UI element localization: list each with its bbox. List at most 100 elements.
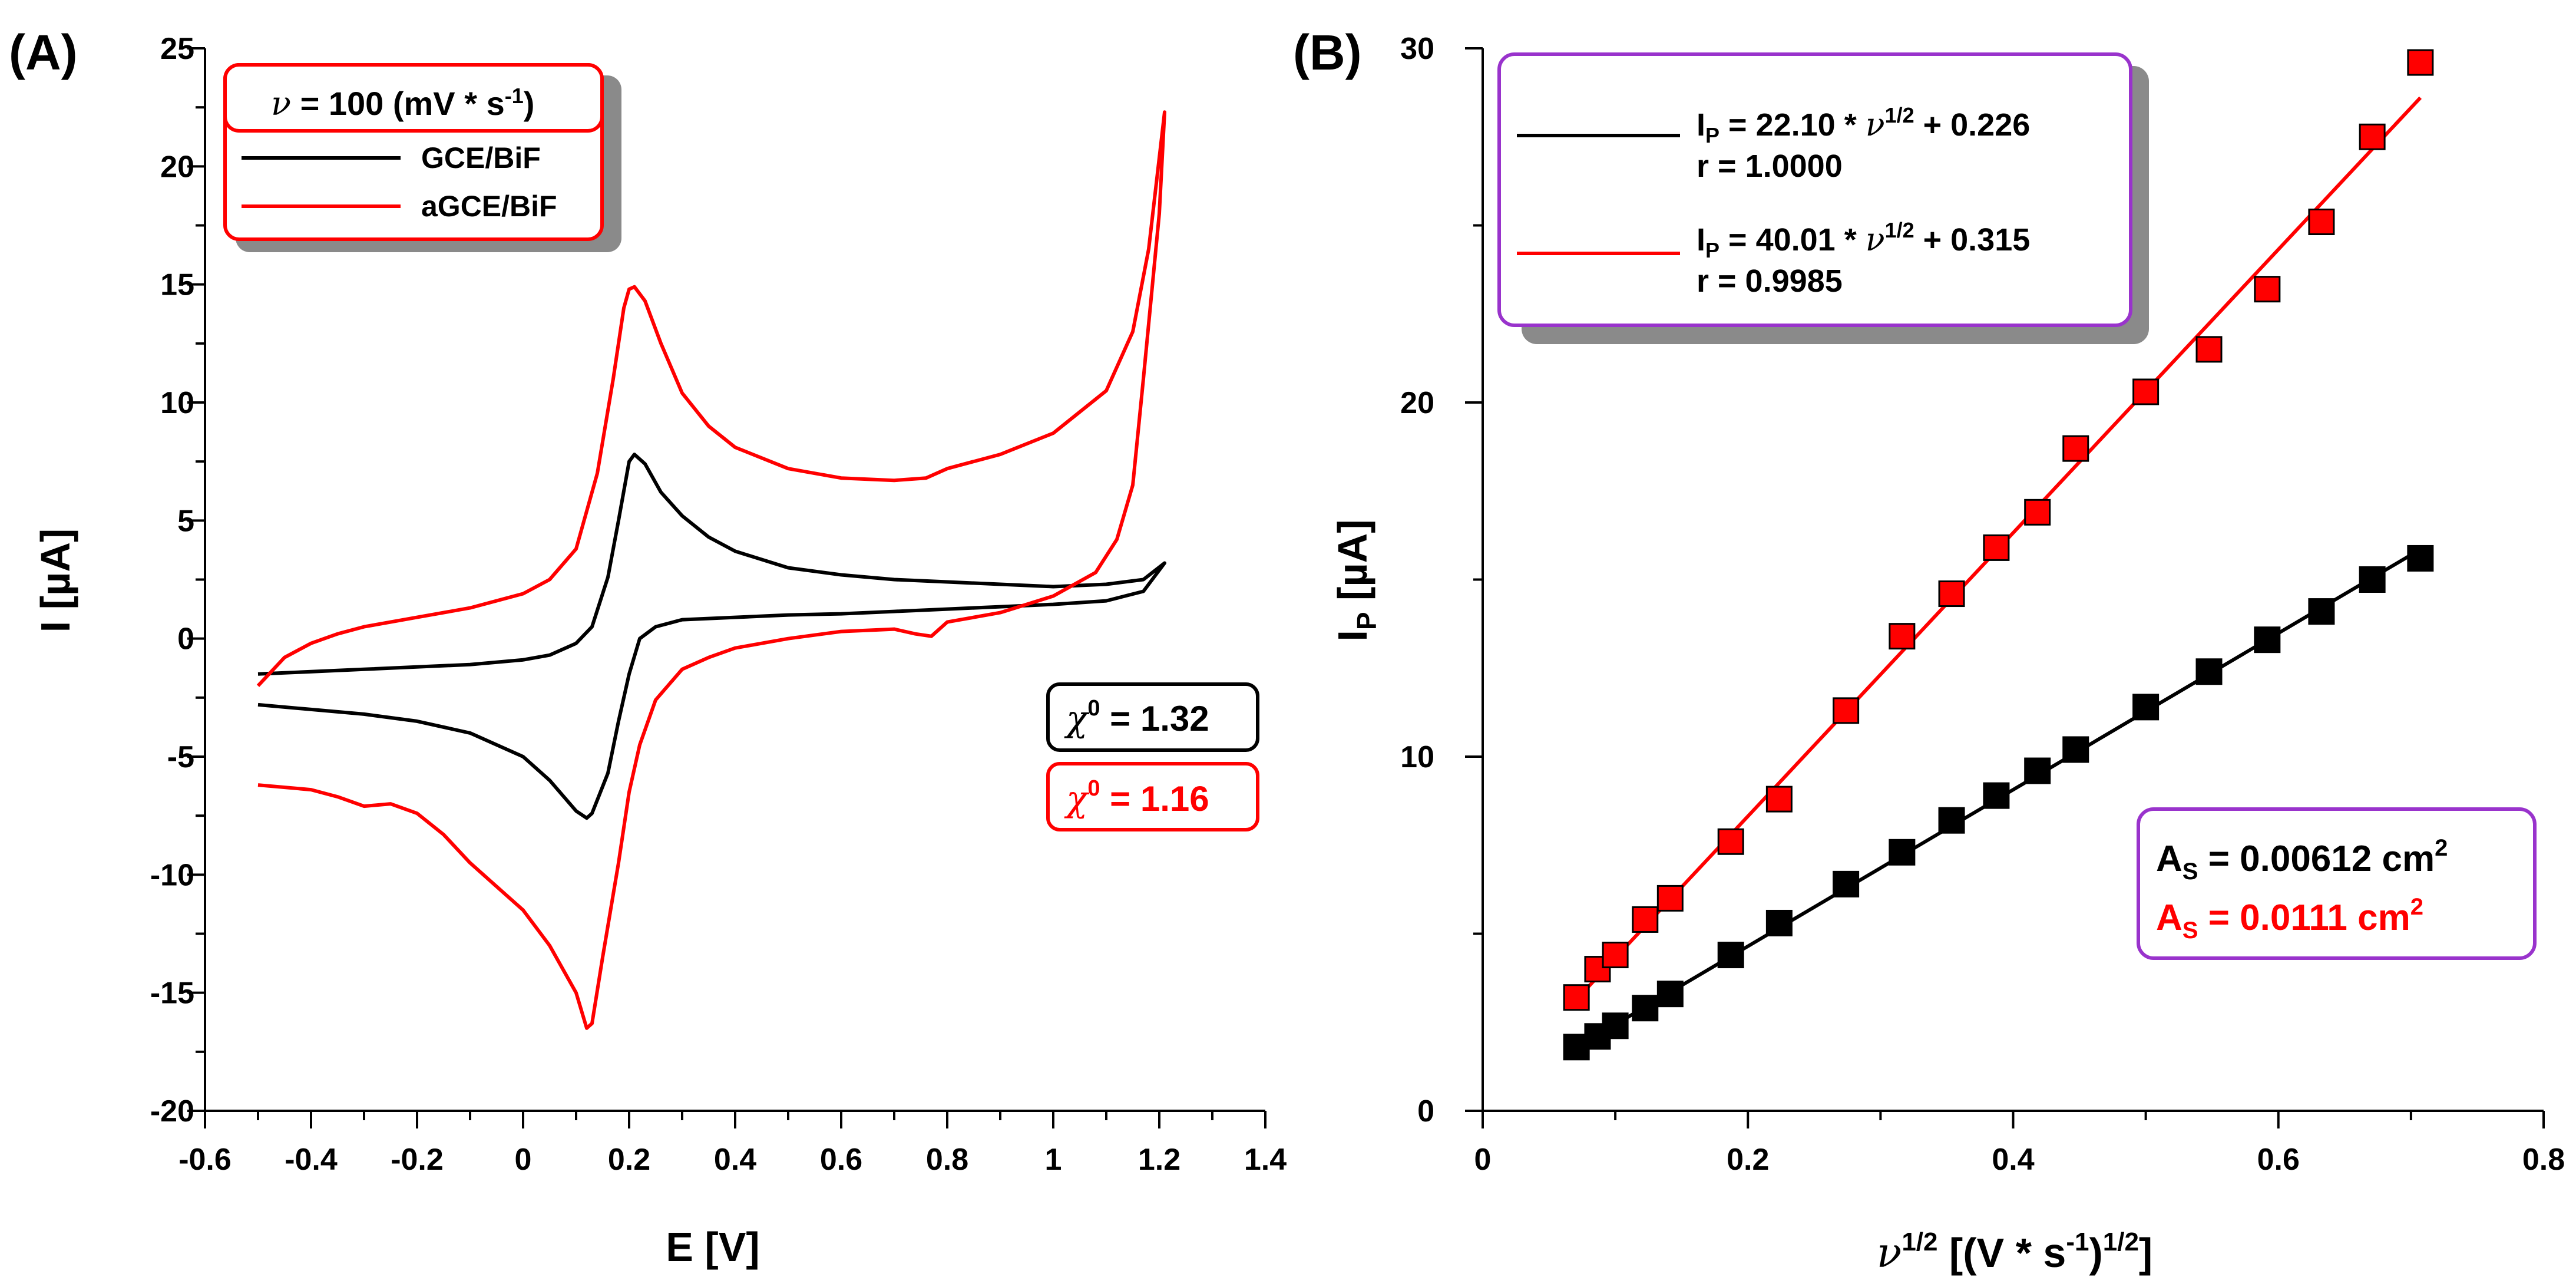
data-point	[1833, 697, 1860, 724]
eq-main: I	[1697, 222, 1705, 258]
legend-title: ν = 100 (mV * s-1)	[271, 84, 534, 123]
y-tick-label: 0	[1417, 1094, 1434, 1128]
panel-a-y-label: I [µA]	[32, 529, 78, 632]
chi-value: = 1.16	[1100, 779, 1209, 819]
x-sup2: -1	[2066, 1227, 2089, 1256]
y-tick-label: 20	[1400, 386, 1434, 420]
area-box	[2137, 807, 2537, 960]
area-text-agce: AS = 0.0111 cm2	[2156, 894, 2423, 943]
x-tick-label: 0	[515, 1143, 532, 1177]
chi-symbol: χ	[1064, 698, 1090, 740]
chi-annotation-red: χ0 = 1.16	[1046, 762, 1259, 831]
data-point	[1563, 984, 1590, 1011]
y-tick-label: 10	[1400, 740, 1434, 774]
data-point	[2308, 208, 2335, 235]
data-point	[1602, 1012, 1629, 1040]
legend-eq-gce: IP = 22.10 * ν1/2 + 0.226	[1697, 103, 2030, 147]
data-point	[2195, 658, 2223, 685]
area-text-gce: AS = 0.00612 cm2	[2156, 835, 2448, 885]
data-point	[1938, 807, 1965, 834]
legend-title-text: = 100 (mV * s	[291, 85, 505, 122]
legend-label-gce: GCE/BiF	[421, 141, 541, 174]
chi-sup: 0	[1087, 696, 1100, 721]
panel-a: (A) -0.6 -0.4 -0.2 0 0.2 0.4 0.6 0.8 1 1.2 1.4 -20 -…	[9, 25, 1287, 1270]
x-tick-label: 0.6	[820, 1143, 862, 1177]
legend-box	[1497, 52, 2132, 327]
data-point	[2407, 544, 2434, 572]
data-point	[2359, 566, 2386, 593]
area-sup: 2	[2435, 835, 2448, 861]
x-text: [(V * s	[1937, 1230, 2066, 1276]
legend-label-agce: aGCE/BiF	[421, 190, 557, 223]
panel-b-x-label: ν1/2 [(V * s-1)1/2]	[1877, 1227, 2152, 1277]
eq-end: + 0.315	[1914, 222, 2031, 258]
eq-mid: = 40.01 *	[1719, 222, 1866, 258]
panel-a-tick-labels: -0.6 -0.4 -0.2 0 0.2 0.4 0.6 0.8 1 1.2 1.4-20-15-1…	[150, 32, 1287, 1177]
x-tick-label: 0.8	[926, 1143, 968, 1177]
panel-a-curves	[256, 110, 1166, 1030]
panel-a-legend: ν = 100 (mV * s-1) GCE/BiF aGCE/BiF	[223, 63, 621, 252]
data-point	[1983, 782, 2010, 809]
legend-eq-agce: IP = 40.01 * ν1/2 + 0.315	[1697, 218, 2030, 262]
data-point	[1889, 623, 1916, 650]
x-tick-label: 1	[1045, 1143, 1062, 1177]
data-point	[2132, 694, 2160, 721]
data-point	[1765, 909, 1793, 936]
data-point	[1717, 942, 1744, 969]
y-tick-label: 0	[177, 622, 194, 656]
y-tick-label: -10	[150, 858, 194, 892]
y-end: [µA]	[1330, 519, 1375, 612]
y-tick-label: -5	[167, 740, 194, 774]
data-point	[1717, 828, 1744, 855]
panel-b-y-label: IP [µA]	[1330, 519, 1382, 641]
panel-b-legend: IP = 22.10 * ν1/2 + 0.226 r = 1.0000 IP …	[1497, 52, 2149, 344]
area-value: = 0.00612 cm	[2198, 839, 2435, 879]
panel-a-x-label: E [V]	[666, 1224, 759, 1270]
y-sub: P	[1351, 612, 1382, 630]
area-main: A	[2156, 839, 2183, 879]
data-point	[1889, 839, 1916, 866]
area-main: A	[2156, 897, 2183, 938]
x-tick-label: 1.2	[1138, 1143, 1180, 1177]
data-point	[2359, 123, 2386, 150]
data-point	[1656, 885, 1684, 912]
data-point	[2024, 499, 2051, 526]
y-tick-label: 20	[160, 150, 194, 184]
data-point	[2254, 276, 2281, 303]
x-tick-label: 0.2	[1727, 1143, 1769, 1177]
eq-sup: 1/2	[1885, 103, 1914, 127]
data-point	[1833, 870, 1860, 897]
panel-b-label: (B)	[1293, 25, 1362, 80]
chi-symbol: χ	[1064, 778, 1090, 820]
nu-symbol: ν	[1866, 106, 1885, 143]
y-tick-label: 30	[1400, 32, 1434, 66]
nu-symbol: ν	[271, 85, 291, 123]
data-point	[1632, 906, 1659, 933]
x-sup: 1/2	[1902, 1227, 1937, 1256]
cv-curve-gce-bif	[257, 453, 1166, 820]
area-value: = 0.0111 cm	[2198, 897, 2410, 938]
eq-sup: 1/2	[1885, 218, 1914, 242]
x-tick-label: -0.4	[285, 1143, 338, 1177]
legend-title-sup: -1	[505, 84, 524, 108]
chi-annotation-black: χ0 = 1.32	[1046, 682, 1259, 752]
data-point	[2024, 757, 2051, 784]
data-point	[1765, 786, 1793, 813]
chi-sup: 0	[1087, 776, 1100, 801]
chi-text-red: χ0 = 1.16	[1064, 776, 1209, 820]
y-tick-label: -15	[150, 976, 194, 1011]
data-point	[2062, 736, 2089, 763]
area-sup: 2	[2410, 894, 2423, 920]
eq-end: + 0.226	[1914, 107, 2031, 143]
y-tick-label: -20	[150, 1094, 194, 1128]
data-point	[2062, 435, 2089, 462]
y-tick-label: 5	[177, 504, 194, 538]
y-tick-label: 10	[160, 386, 194, 420]
cv-curve-agce-bif	[256, 110, 1166, 1030]
panel-b-tick-labels: 0 0.2 0.4 0.6 0.8 0 10 20 30	[1400, 32, 2565, 1177]
legend-title-end: )	[524, 85, 535, 122]
legend-r-gce: r = 1.0000	[1697, 148, 1843, 184]
data-point	[1983, 534, 2010, 561]
x-end: )	[2089, 1230, 2102, 1276]
x-tick-label: 0	[1474, 1143, 1492, 1177]
